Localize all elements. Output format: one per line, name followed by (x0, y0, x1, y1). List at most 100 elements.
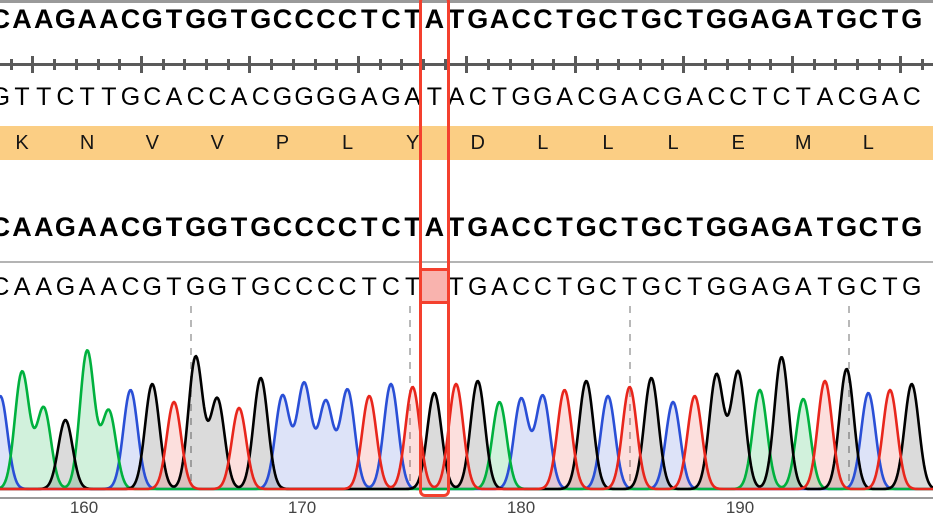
sequence-base: C (316, 211, 336, 242)
ruler-tick-minor (291, 59, 295, 70)
sequence-base: G (836, 272, 857, 301)
sample-read-strand-row[interactable]: CAAGAACGTGGTGCCCCTCTGTGACCTGCTGCTGGAGATG… (0, 268, 933, 306)
sequence-base: A (793, 211, 813, 242)
sequence-base: C (0, 272, 10, 301)
sequence-base: C (859, 272, 878, 301)
sequence-base: C (902, 82, 921, 111)
sequence-base: T (882, 272, 898, 301)
sequence-base: A (750, 3, 770, 34)
sequence-base: T (230, 211, 248, 242)
sequence-base: T (79, 82, 95, 111)
sequence-base: T (621, 211, 638, 242)
sequence-base: G (575, 3, 597, 34)
ruler-tick-minor (812, 59, 816, 70)
ruler-tick-minor (617, 59, 621, 70)
sequence-base: G (901, 211, 923, 242)
sequence-base: C (337, 211, 358, 242)
sequence-base: C (251, 82, 270, 111)
sequence-base: A (78, 272, 96, 301)
sequence-base: C (272, 3, 293, 34)
variant-base-highlight[interactable] (418, 268, 451, 304)
ruler-tick-minor (226, 59, 230, 70)
sequence-base: C (577, 82, 596, 111)
sequence-base: A (751, 272, 769, 301)
ruler-tick-minor (508, 59, 512, 70)
sequence-base: G (316, 82, 336, 111)
ruler-tick-minor (704, 59, 708, 70)
sequence-base: T (101, 82, 117, 111)
sequence-base: T (360, 3, 378, 34)
sequence-base: G (641, 272, 662, 301)
ruler-tick-major (31, 56, 35, 73)
ruler-tick-major (356, 56, 360, 73)
ruler-tick-major (790, 56, 794, 73)
sequence-base: G (836, 211, 858, 242)
trace-fill (0, 381, 933, 490)
ruler-tick-minor (443, 59, 447, 70)
sequence-base: T (881, 211, 899, 242)
amino-acid-residue: L (537, 132, 549, 154)
axis-tick-labels: 160 170 180 190 (0, 498, 933, 516)
amino-acid-residue: N (79, 132, 95, 154)
amino-acid-residue: V (210, 132, 225, 154)
sequence-base: T (816, 3, 834, 34)
sequence-base: A (489, 3, 510, 34)
sequence-base: T (556, 3, 573, 34)
sequence-base: G (337, 82, 358, 111)
sequence-base: G (576, 272, 596, 301)
sequence-base: C (533, 272, 552, 301)
ruler-tick-minor (725, 59, 729, 70)
sequence-base: C (0, 211, 11, 242)
sequence-base: C (381, 3, 401, 34)
sequence-base: A (424, 3, 445, 34)
ruler-tick-minor (74, 59, 78, 70)
ruler-tick-minor (422, 59, 425, 70)
sequence-base: G (727, 211, 749, 242)
sequence-base: T (426, 82, 442, 111)
ruler-tick-minor (118, 59, 122, 70)
sequence-base: A (35, 272, 53, 301)
sequence-base: C (729, 82, 748, 111)
ruler-tick-minor (747, 59, 751, 70)
sequence-base: C (208, 82, 227, 111)
sequence-base: G (250, 3, 272, 34)
sequence-base: G (0, 82, 11, 111)
sequence-base: T (621, 3, 638, 34)
sequence-base: G (706, 272, 727, 301)
sequence-base: G (902, 272, 922, 301)
divider-top (0, 0, 933, 3)
ruler-tick-major (248, 56, 252, 73)
sequence-base: G (272, 82, 293, 111)
ruler-tick-minor (552, 59, 556, 70)
sequence-base: C (707, 82, 726, 111)
sequence-base: C (273, 272, 292, 301)
ruler-tick-minor (487, 59, 491, 70)
sequence-base: A (360, 82, 378, 111)
amino-acid-residue: E (731, 132, 745, 154)
sequence-base: G (185, 211, 207, 242)
amino-acid-residue: P (275, 132, 290, 154)
sequence-base: T (816, 211, 834, 242)
sequence-base: G (251, 272, 271, 301)
sequence-base: C (120, 211, 141, 242)
trace-plot[interactable] (0, 306, 933, 498)
sequence-base: A (12, 211, 32, 242)
ruler-tick-minor (400, 59, 404, 70)
sequence-base: C (512, 272, 531, 301)
trace-fill (0, 350, 933, 490)
sequence-base: A (491, 272, 508, 301)
ruler-tick-minor (161, 59, 165, 70)
sequence-base: C (772, 82, 791, 111)
ruler-tick-major (139, 56, 143, 73)
sequence-base: C (120, 3, 141, 34)
sequence-base: T (448, 272, 464, 301)
sequence-base: C (533, 3, 553, 34)
sequence-base: C (186, 82, 205, 111)
sequence-base: T (491, 82, 508, 111)
sequence-base: A (13, 272, 31, 301)
sequence-base: G (575, 211, 597, 242)
